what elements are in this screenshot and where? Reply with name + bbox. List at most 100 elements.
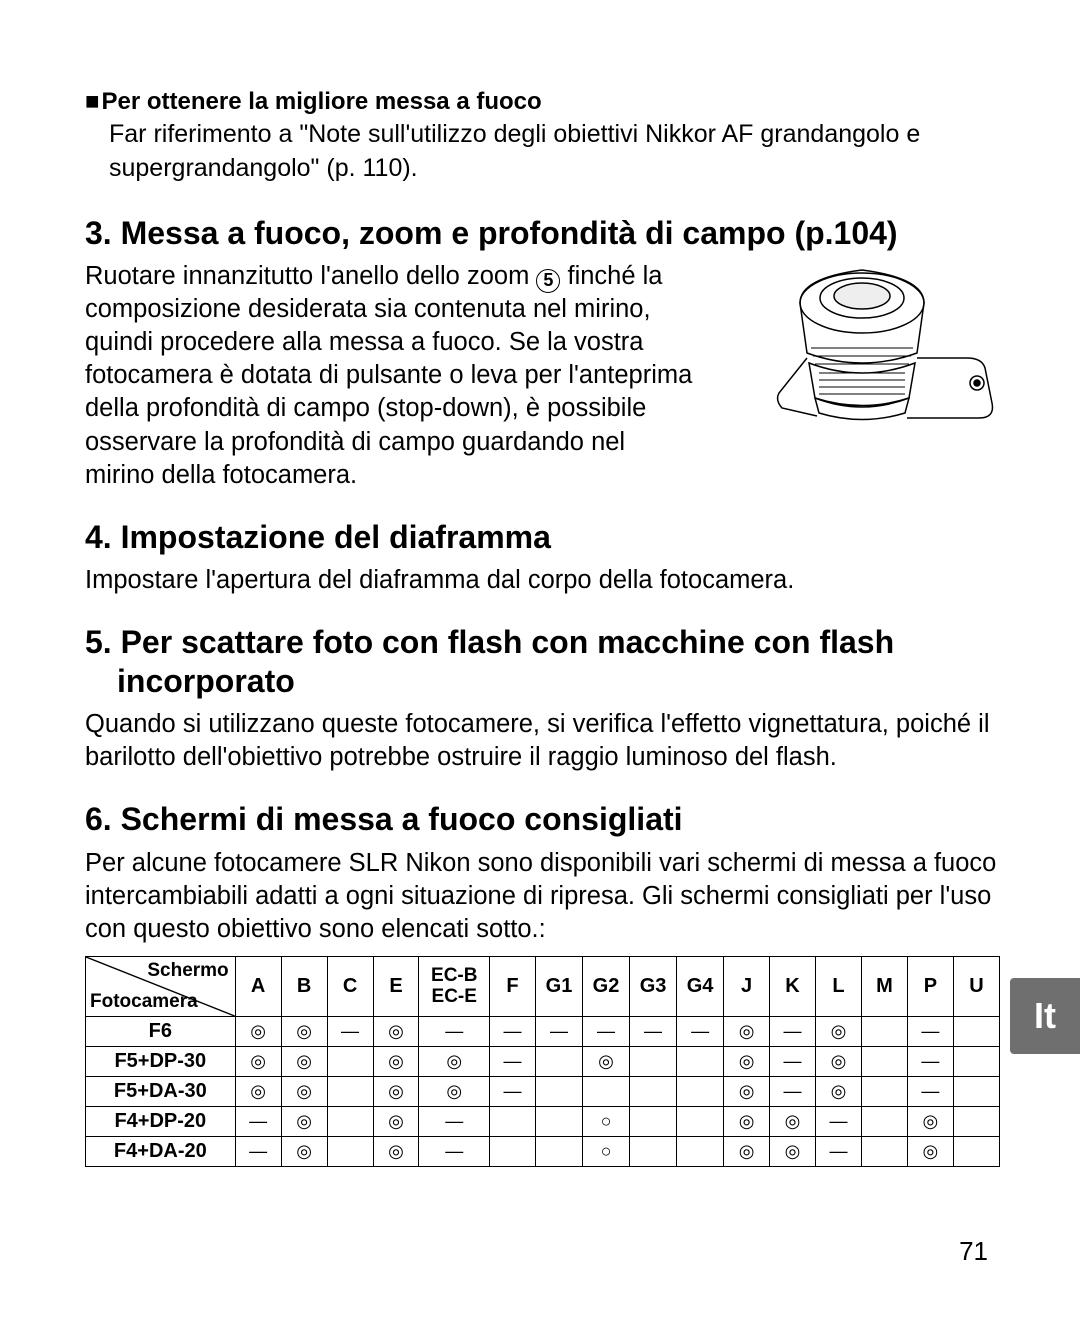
page-number: 71: [959, 1236, 988, 1267]
compat-cell: —: [419, 1137, 490, 1167]
compat-cell: ◎: [235, 1017, 281, 1047]
compat-cell: ◎: [373, 1017, 419, 1047]
compat-cell: ◎: [816, 1077, 862, 1107]
compat-cell: —: [816, 1137, 862, 1167]
section-6-body: Per alcune fotocamere SLR Nikon sono dis…: [85, 847, 1002, 946]
compat-cell: ◎: [724, 1137, 770, 1167]
column-header: E: [373, 957, 419, 1017]
compat-cell: —: [770, 1017, 816, 1047]
section-4-body: Impostare l'apertura del diaframma dal c…: [85, 564, 1002, 597]
compat-cell: —: [490, 1077, 536, 1107]
compat-cell: ◎: [419, 1077, 490, 1107]
focus-tip-title: Per ottenere la migliore messa a fuoco: [102, 88, 542, 115]
compat-cell: ◎: [907, 1107, 953, 1137]
compat-cell: —: [327, 1017, 373, 1047]
compat-cell: ◎: [816, 1047, 862, 1077]
section-3-heading: 3. Messa a fuoco, zoom e profondità di c…: [85, 214, 1002, 252]
column-header: A: [235, 957, 281, 1017]
table-diag-header: Schermo Fotocamera: [86, 957, 236, 1017]
column-header: G4: [677, 957, 724, 1017]
column-header: EC-BEC-E: [419, 957, 490, 1017]
compat-cell: —: [535, 1017, 582, 1047]
compat-cell: ◎: [235, 1047, 281, 1077]
compat-cell: ◎: [281, 1107, 327, 1137]
table-row: F5+DA-30◎◎◎◎—◎—◎—: [86, 1077, 1000, 1107]
section-3-body-pre: Ruotare innanzitutto l'anello dello zoom: [85, 262, 536, 290]
compat-cell: —: [583, 1017, 630, 1047]
compat-cell: [953, 1047, 999, 1077]
column-header: B: [281, 957, 327, 1017]
compat-cell: —: [235, 1137, 281, 1167]
focus-tip-heading: ■Per ottenere la migliore messa a fuoco: [85, 88, 1002, 116]
compat-cell: [490, 1107, 536, 1137]
compat-cell: [535, 1047, 582, 1077]
compat-cell: —: [677, 1017, 724, 1047]
section-4-heading: 4. Impostazione del diaframma: [85, 518, 1002, 556]
compat-cell: ◎: [724, 1107, 770, 1137]
compat-cell: [953, 1107, 999, 1137]
compat-cell: [630, 1107, 677, 1137]
lens-illustration: [767, 248, 1002, 448]
compat-cell: —: [630, 1017, 677, 1047]
focus-tip-body: Far riferimento a "Note sull'utilizzo de…: [109, 118, 1002, 186]
language-tab: It: [1010, 978, 1080, 1054]
compat-cell: ◎: [724, 1017, 770, 1047]
compat-cell: ○: [583, 1107, 630, 1137]
column-header: U: [953, 957, 999, 1017]
compat-cell: ◎: [373, 1137, 419, 1167]
bullet-square-icon: ■: [85, 88, 100, 115]
compat-cell: [953, 1137, 999, 1167]
table-row: F4+DP-20—◎◎—○◎◎—◎: [86, 1107, 1000, 1137]
table-row: F5+DP-30◎◎◎◎—◎◎—◎—: [86, 1047, 1000, 1077]
column-header: L: [816, 957, 862, 1017]
compat-cell: [861, 1137, 907, 1167]
column-header: G2: [583, 957, 630, 1017]
compat-cell: [953, 1077, 999, 1107]
row-label: F4+DA-20: [86, 1137, 236, 1167]
compat-cell: ◎: [724, 1077, 770, 1107]
row-label: F5+DP-30: [86, 1047, 236, 1077]
compat-cell: —: [816, 1107, 862, 1137]
compat-cell: [861, 1017, 907, 1047]
compat-cell: ◎: [770, 1107, 816, 1137]
column-header: G1: [535, 957, 582, 1017]
compat-cell: ◎: [373, 1047, 419, 1077]
compat-cell: —: [907, 1047, 953, 1077]
compat-cell: —: [907, 1077, 953, 1107]
focusing-screen-table: Schermo Fotocamera ABCEEC-BEC-EFG1G2G3G4…: [85, 956, 1000, 1167]
column-header: M: [861, 957, 907, 1017]
compat-cell: [490, 1137, 536, 1167]
compat-cell: [535, 1077, 582, 1107]
row-label: F4+DP-20: [86, 1107, 236, 1137]
compat-cell: ◎: [281, 1077, 327, 1107]
compat-cell: [630, 1047, 677, 1077]
column-header: P: [907, 957, 953, 1017]
compat-cell: —: [490, 1017, 536, 1047]
compat-cell: ◎: [281, 1017, 327, 1047]
compat-cell: ◎: [816, 1017, 862, 1047]
compat-cell: ◎: [583, 1047, 630, 1077]
compat-cell: [677, 1107, 724, 1137]
row-label: F5+DA-30: [86, 1077, 236, 1107]
section-5-heading: 5. Per scattare foto con flash con macch…: [85, 623, 1002, 700]
compat-cell: —: [907, 1017, 953, 1047]
compat-cell: [327, 1077, 373, 1107]
compat-cell: ◎: [373, 1077, 419, 1107]
diag-bot-label: Fotocamera: [90, 991, 198, 1013]
column-header: K: [770, 957, 816, 1017]
compat-cell: [630, 1137, 677, 1167]
compat-cell: [535, 1137, 582, 1167]
section-3-body-post: finché la composizione desiderata sia co…: [85, 262, 692, 489]
compat-cell: ◎: [724, 1047, 770, 1077]
compat-cell: —: [419, 1017, 490, 1047]
column-header: J: [724, 957, 770, 1017]
compat-cell: [953, 1017, 999, 1047]
section-6-heading: 6. Schermi di messa a fuoco consigliati: [85, 800, 1002, 838]
compat-cell: [327, 1047, 373, 1077]
diag-top-label: Schermo: [147, 960, 228, 982]
compat-cell: [327, 1107, 373, 1137]
column-header: G3: [630, 957, 677, 1017]
compat-cell: ◎: [770, 1137, 816, 1167]
row-label: F6: [86, 1017, 236, 1047]
compat-cell: [861, 1107, 907, 1137]
